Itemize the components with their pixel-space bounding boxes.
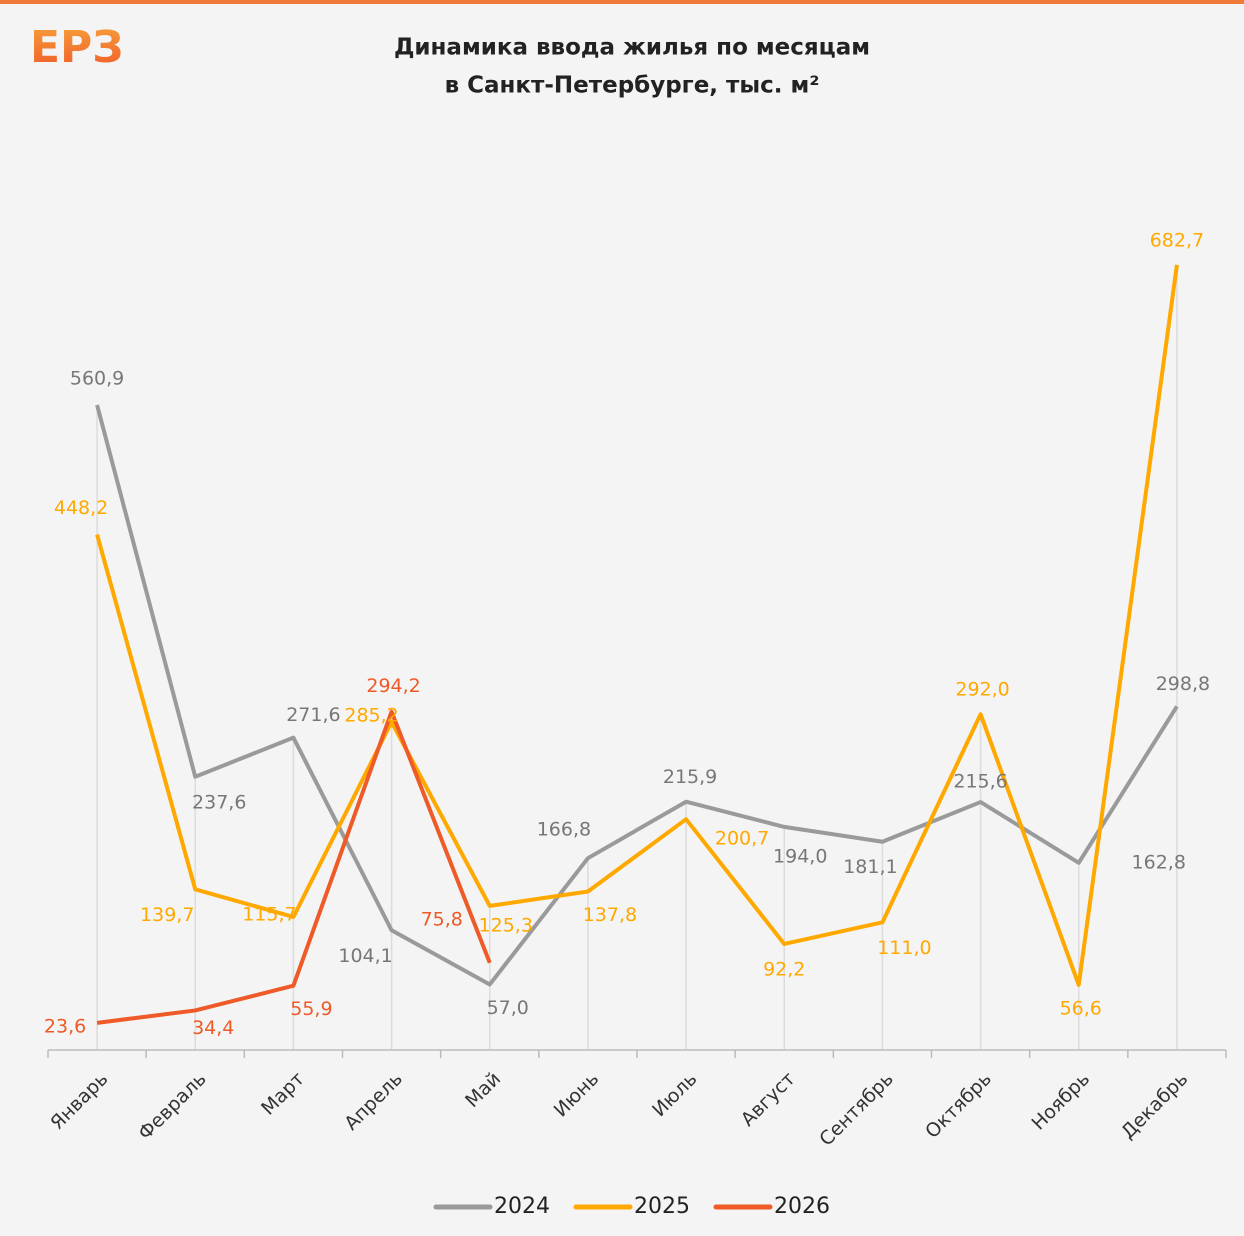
legend-label: 2024 bbox=[494, 1194, 550, 1219]
data-label: 75,8 bbox=[421, 908, 463, 930]
data-label: 139,7 bbox=[140, 904, 194, 926]
data-label: 57,0 bbox=[487, 997, 529, 1019]
data-label: 298,8 bbox=[1156, 673, 1210, 695]
data-label: 55,9 bbox=[290, 998, 332, 1020]
data-label: 162,8 bbox=[1132, 851, 1186, 873]
top-border bbox=[0, 0, 1244, 4]
data-label: 285,2 bbox=[344, 705, 398, 727]
data-label: 111,0 bbox=[877, 937, 931, 959]
data-label: 194,0 bbox=[773, 845, 827, 867]
data-label: 23,6 bbox=[44, 1015, 86, 1037]
legend-label: 2025 bbox=[634, 1194, 690, 1219]
legend-label: 2026 bbox=[774, 1194, 830, 1219]
data-label: 92,2 bbox=[763, 958, 805, 980]
data-label: 448,2 bbox=[54, 497, 108, 519]
data-label: 137,8 bbox=[583, 904, 637, 926]
data-label: 215,6 bbox=[953, 771, 1007, 793]
data-label: 166,8 bbox=[537, 819, 591, 841]
data-label: 560,9 bbox=[70, 367, 124, 389]
series-line bbox=[95, 404, 1179, 987]
series-line bbox=[96, 709, 492, 1025]
data-label: 181,1 bbox=[843, 856, 897, 878]
data-label: 34,4 bbox=[192, 1017, 234, 1039]
data-label: 294,2 bbox=[366, 675, 420, 697]
logo: ЕРЗ bbox=[30, 22, 124, 73]
data-label: 682,7 bbox=[1150, 229, 1204, 251]
series-line bbox=[95, 264, 1179, 987]
data-label: 56,6 bbox=[1060, 997, 1102, 1019]
data-label: 200,7 bbox=[715, 828, 769, 850]
data-label: 215,9 bbox=[663, 766, 717, 788]
data-label: 125,3 bbox=[479, 914, 533, 936]
chart-subtitle: в Санкт-Петербурге, тыс. м² bbox=[445, 73, 820, 99]
data-label: 115,7 bbox=[242, 903, 296, 925]
data-label: 104,1 bbox=[338, 945, 392, 967]
data-label: 271,6 bbox=[286, 704, 340, 726]
chart-title: Динамика ввода жилья по месяцам bbox=[394, 35, 870, 61]
data-label: 292,0 bbox=[955, 679, 1009, 701]
data-label: 237,6 bbox=[192, 791, 246, 813]
